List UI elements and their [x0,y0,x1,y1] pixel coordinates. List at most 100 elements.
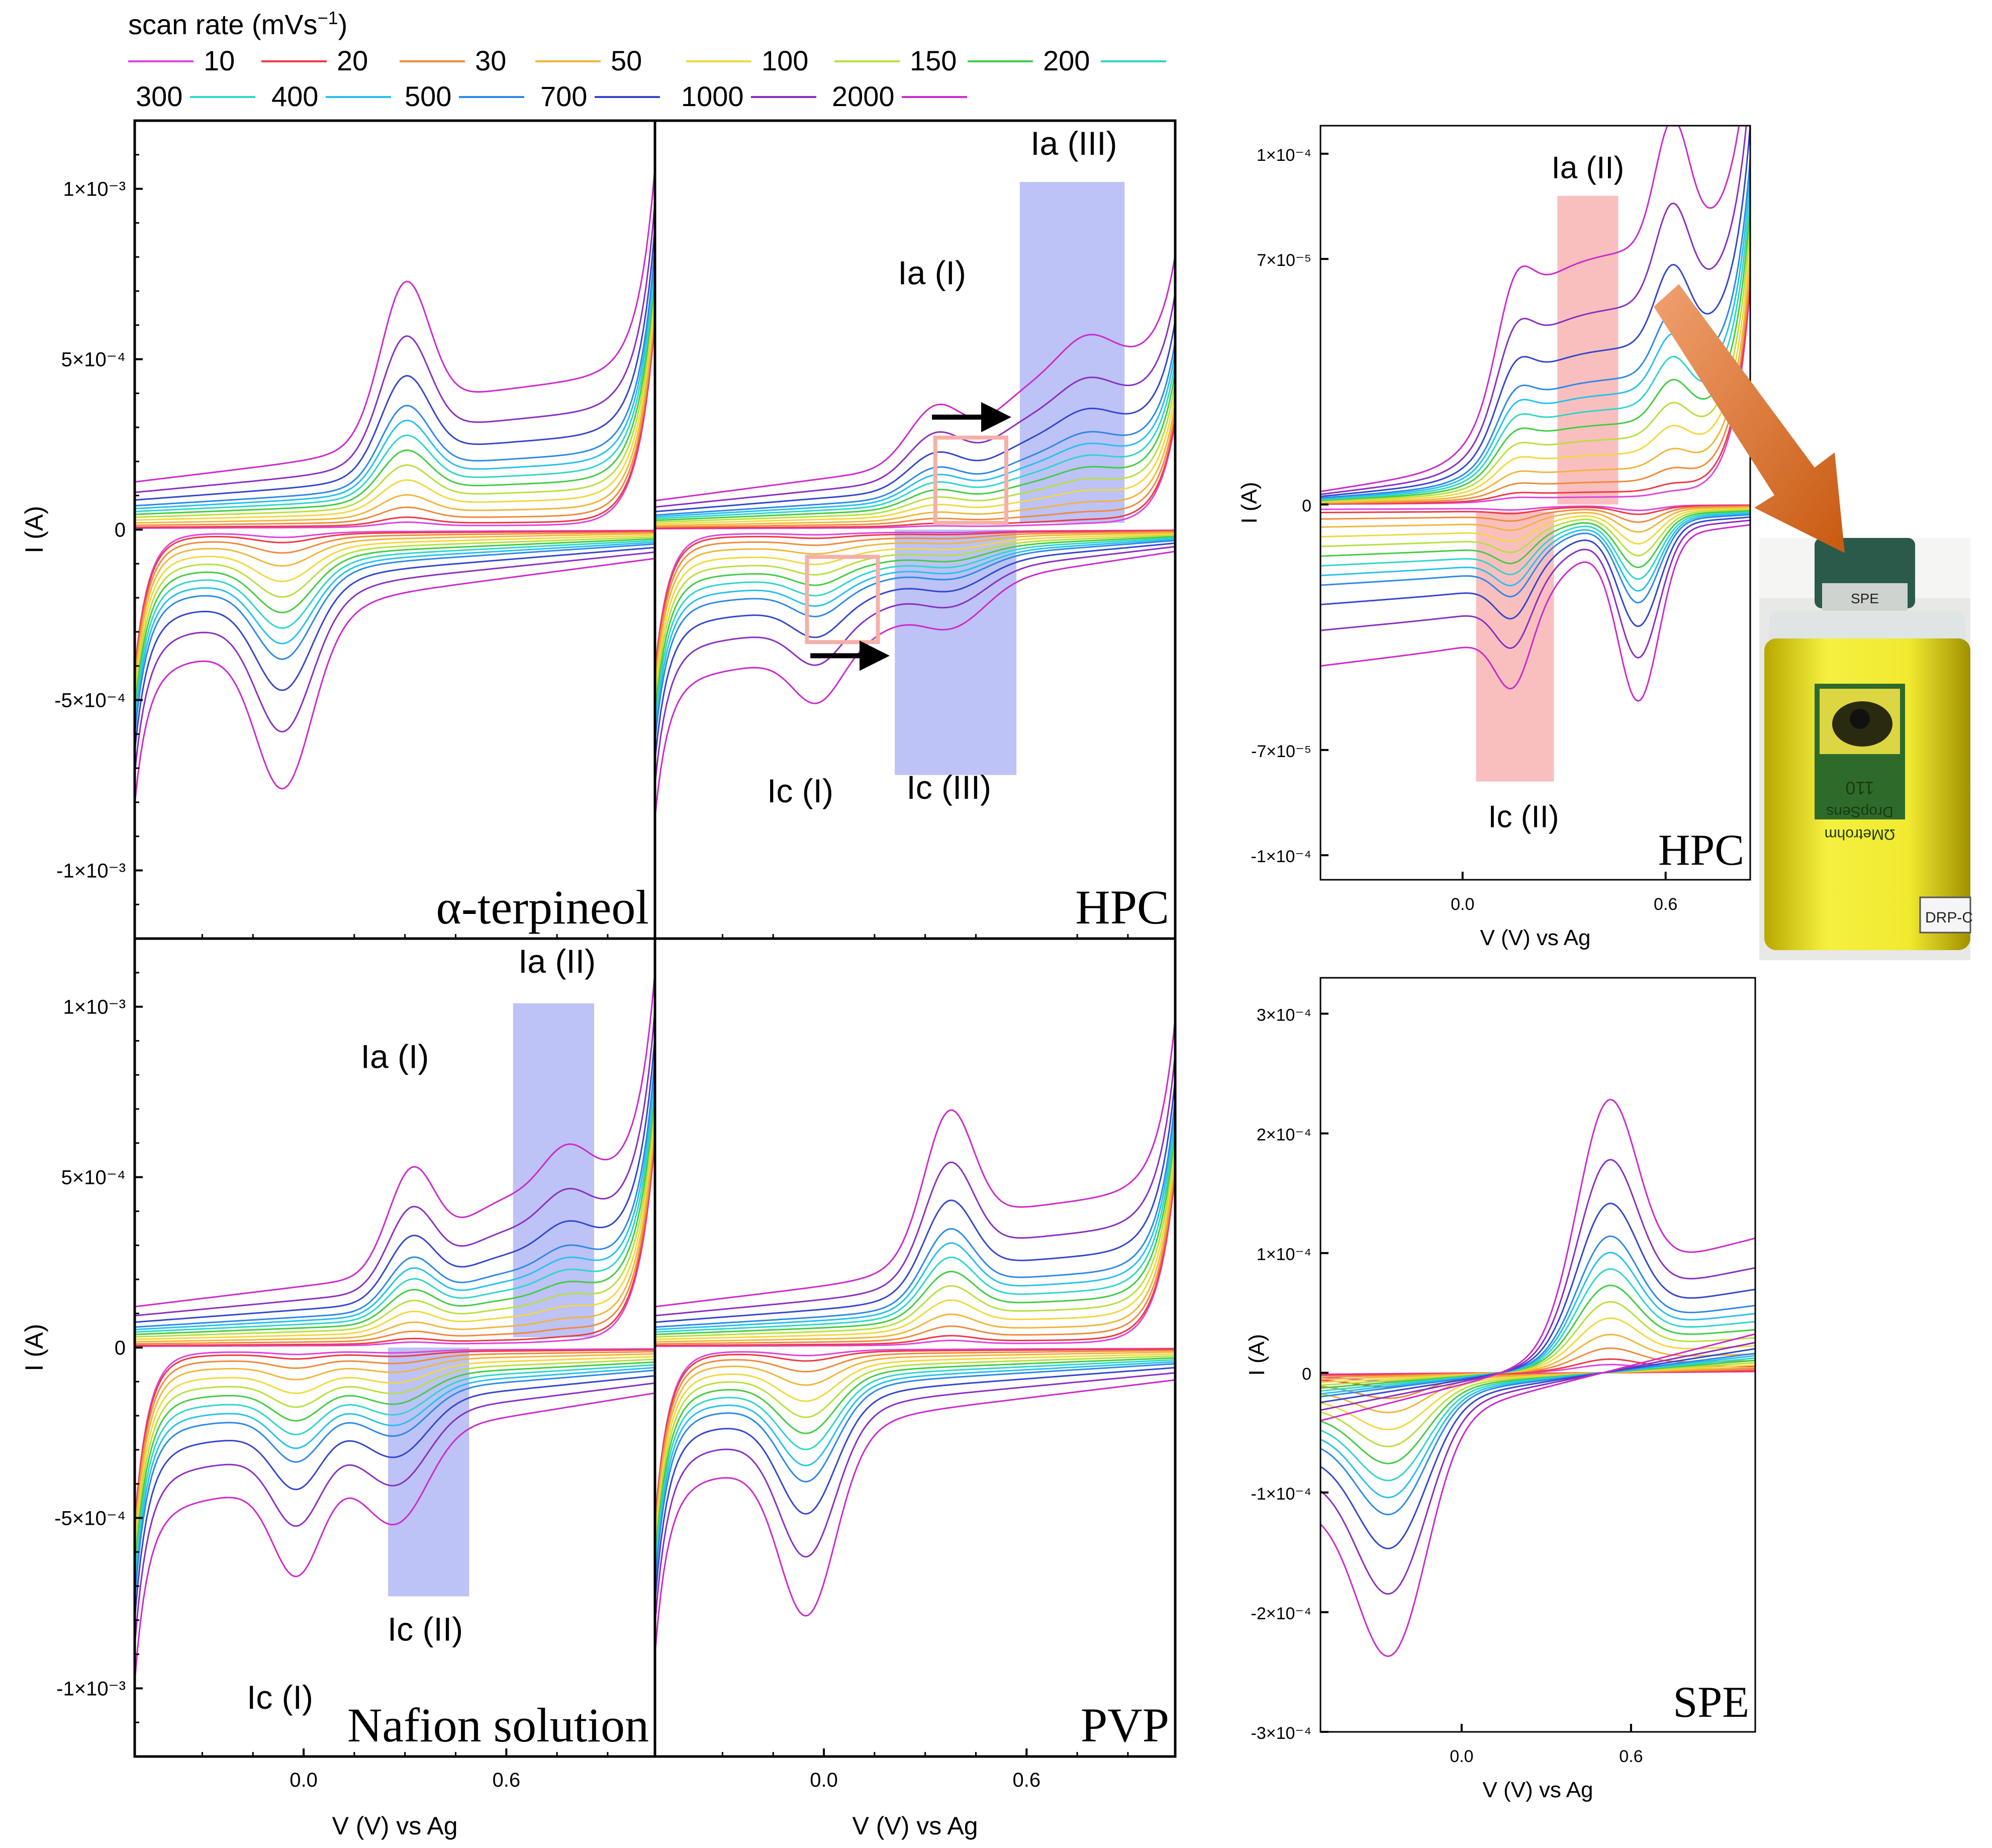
cv-series-10 [135,320,655,671]
cv-series-150 [655,1136,1175,1554]
legend-entry: 500 [405,80,524,112]
panel-title: α-terpineol [436,880,649,934]
cv-series-50 [655,403,1175,688]
plot-frame [133,119,656,940]
peak-label: Ic (III) [906,769,991,806]
cv-series-20 [135,1134,655,1526]
cv-series-500 [1320,1235,1755,1516]
legend-entry: 400 [271,80,391,112]
cv-series-100 [135,1108,655,1551]
y-tick-label: -2×10⁻⁴ [1251,1604,1311,1623]
highlight-region [513,1003,595,1338]
highlight-region [1019,182,1125,523]
cv-series-200 [1320,207,1750,569]
x-tick-label: 0.6 [1012,1769,1040,1791]
y-tick-label: -1×10⁻³ [56,860,126,882]
y-tick-label: 0 [115,1337,126,1359]
legend-label: 50 [611,45,642,76]
peak-label: Ia (II) [1552,151,1625,186]
cv-series-300 [655,361,1175,724]
cv-series-20 [1320,280,1750,515]
cv-series-300 [135,1077,655,1581]
peak-label: Ic (I) [767,772,833,809]
legend-label: 1000 [681,80,744,112]
x-axis-label: V (V) vs Ag [332,1812,457,1840]
cv-series-1000 [655,1053,1175,1625]
cv-series-100 [135,293,655,694]
svg-text:scan rate (mVs−1): scan rate (mVs−1) [128,8,347,40]
cv-series-700 [655,1079,1175,1603]
peak-label: Ic (I) [247,1679,313,1716]
cv-series-100 [655,1145,1175,1545]
panel-title: HPC [1075,880,1169,934]
cv-series-30 [1320,269,1750,523]
panel-title: SPE [1673,1678,1749,1727]
cv-series-400 [655,1107,1175,1578]
cv-series-2000 [655,1019,1175,1654]
photo-label-dropsens: DropSens [1826,803,1893,820]
y-tick-label: 1×10⁻³ [63,178,126,201]
legend-entry: 20 [261,45,368,76]
cv-series-700 [135,1036,655,1620]
cv-series-150 [655,382,1175,706]
cv-series-50 [1320,255,1750,533]
legend-entry: 30 [400,45,506,76]
legend-label: 10 [204,45,235,76]
y-axis-label: I (A) [20,506,48,553]
cv-series-200 [135,1088,655,1570]
cv-series-10 [135,1138,655,1523]
cv-series-30 [655,1163,1175,1531]
legend-title-close: ) [338,9,348,40]
peak-label: Ic (II) [388,1611,463,1648]
panel-title: Nafion solution [347,1698,649,1752]
x-axis-label: V (V) vs Ag [852,1812,978,1840]
cv-series-300 [655,1117,1175,1570]
legend-entry: 700 [540,80,660,112]
cv-series-300 [135,264,655,719]
cv-series-200 [655,372,1175,715]
y-axis-label: I (A) [20,1324,48,1371]
y-tick-label: 0 [1302,496,1311,515]
peak-label: Ia (III) [1030,125,1117,162]
y-tick-label: 0 [115,519,126,541]
cv-series-2000 [135,971,655,1682]
panel-nafion: 1×10⁻³ 5×10⁻⁴ 0 -5×10⁻⁴ -1×10⁻³ 0.0 0.6 V (V) v… [20,937,656,1840]
cv-series-100 [1320,239,1750,545]
cv-series-200 [655,1126,1175,1562]
legend-label: 400 [271,80,318,112]
cv-series-1000 [135,201,655,774]
highlight-region [388,1347,469,1597]
legend-label: 100 [762,45,808,76]
y-tick-label: 2×10⁻⁴ [1257,1126,1311,1145]
legend-label: 500 [405,80,451,112]
marker-box [933,435,1008,525]
legend-label: 150 [910,45,957,76]
cv-series-20 [135,317,655,673]
y-tick-label: -5×10⁻⁴ [54,689,126,711]
cv-series-20 [655,1169,1175,1525]
cv-series-400 [135,255,655,727]
panel-title: HPC [1658,826,1744,875]
cv-series-300 [1320,190,1750,580]
plot-frame [1319,977,1756,1733]
x-tick-label: 0.0 [810,1769,838,1791]
cv-series-500 [655,1097,1175,1587]
y-tick-label: -5×10⁻⁴ [54,1507,126,1529]
legend-label: 30 [475,45,506,76]
x-tick-label: 0.6 [492,1769,520,1791]
cv-series-200 [135,274,655,710]
cv-series-10 [655,1172,1175,1522]
cv-series-1000 [655,293,1175,785]
legend-title: scan rate (mVs [128,9,318,40]
panel-title: PVP [1081,1698,1169,1752]
cv-series-150 [135,284,655,702]
cv-series-500 [135,1057,655,1600]
cv-series-50 [1320,1334,1755,1414]
cv-series-50 [135,1119,655,1541]
cv-series-500 [135,246,655,735]
cv-series-50 [655,1155,1175,1537]
photo-tag: DRP-C [1925,909,1973,926]
x-tick-label: 0.6 [1619,1747,1643,1766]
cv-series-700 [135,227,655,752]
